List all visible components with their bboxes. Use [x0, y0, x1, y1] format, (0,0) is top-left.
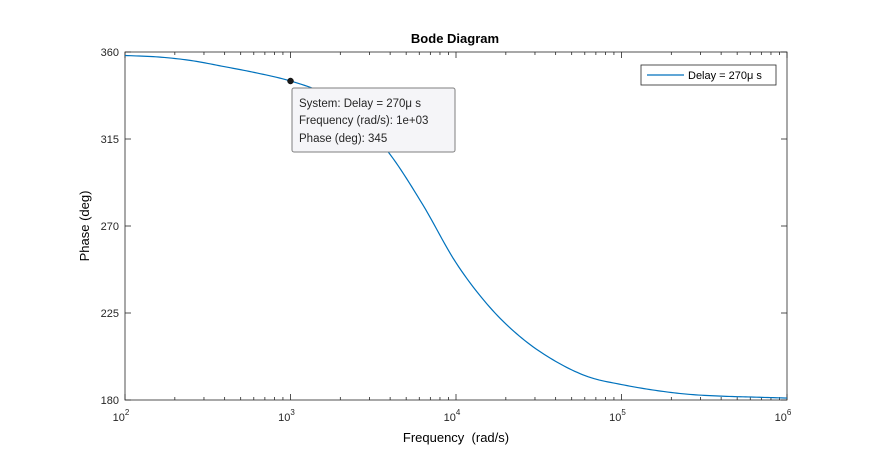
x-tick-label: 102: [113, 408, 130, 424]
axes-box: [124, 51, 788, 401]
datatip[interactable]: System: Delay = 270μ s Frequency (rad/s)…: [287, 77, 456, 153]
legend-label: Delay = 270μ s: [688, 70, 762, 82]
x-tick-label: 103: [278, 408, 295, 424]
x-tick-label: 104: [444, 408, 461, 424]
y-axis-label: Phase (deg): [77, 191, 92, 262]
plot-area[interactable]: [124, 51, 788, 401]
datatip-box: [291, 87, 456, 153]
datatip-marker[interactable]: [287, 77, 294, 85]
legend[interactable]: Delay = 270μ s: [640, 64, 777, 86]
y-tick-label: 360: [101, 47, 119, 59]
series-line: [124, 54, 788, 399]
chart-title: Bode Diagram: [411, 31, 499, 46]
y-tick-labels: 360 315 270 225 180: [101, 47, 119, 407]
datatip-line-system: System: Delay = 270μ s: [299, 98, 421, 110]
x-tick-label: 105: [609, 408, 626, 424]
axis-ticks: [124, 51, 788, 401]
y-tick-label: 270: [101, 221, 119, 233]
datatip-line-frequency: Frequency (rad/s): 1e+03: [299, 115, 428, 127]
y-tick-label: 315: [101, 134, 119, 146]
datatip-line-phase: Phase (deg): 345: [299, 133, 387, 145]
series-layer: [124, 54, 788, 399]
legend-box: [640, 64, 777, 86]
x-tick-label: 106: [775, 408, 792, 424]
y-tick-label: 225: [101, 308, 119, 320]
x-axis-label: Frequency (rad/s): [403, 430, 509, 445]
y-tick-label: 180: [101, 395, 119, 407]
x-tick-labels: 102 103 104 105 106: [113, 408, 792, 424]
